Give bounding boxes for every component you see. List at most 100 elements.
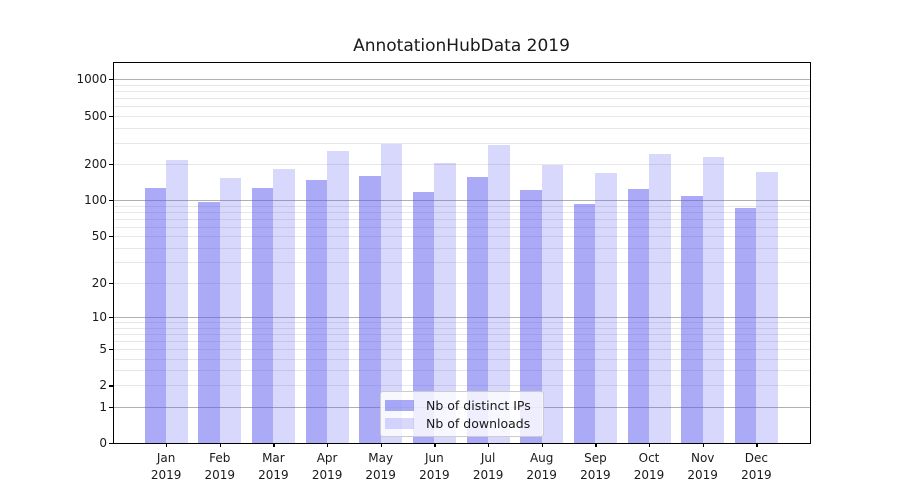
bar-distinct-ips	[466, 177, 489, 444]
minor-gridline	[113, 247, 810, 249]
bar-downloads	[166, 159, 188, 444]
minor-gridline	[113, 370, 810, 372]
y-tick-mark	[109, 163, 113, 166]
minor-gridline	[113, 348, 810, 350]
x-tick-mark	[702, 443, 704, 448]
x-tick-mark	[541, 443, 543, 448]
y-tick-label: 1000	[76, 72, 107, 87]
y-tick-mark	[109, 200, 113, 202]
minor-gridline	[113, 282, 810, 284]
x-tick-label: Feb 2019	[204, 451, 236, 482]
y-tick-mark	[109, 317, 113, 319]
y-tick-label: 0	[99, 436, 107, 451]
y-tick-label: 100	[84, 193, 107, 208]
minor-gridline	[113, 385, 810, 387]
minor-gridline	[113, 236, 810, 238]
x-tick-label: Jan 2019	[150, 451, 182, 482]
x-tick-mark	[434, 443, 436, 448]
bar-distinct-ips	[734, 208, 757, 444]
minor-gridline	[113, 226, 810, 228]
bar-distinct-ips	[251, 187, 274, 444]
chart-legend: Nb of distinct IPs Nb of downloads	[380, 391, 544, 437]
bar-downloads	[327, 151, 349, 444]
minor-gridline	[113, 340, 810, 342]
bar-distinct-ips	[412, 191, 435, 444]
y-tick-label: 20	[91, 275, 107, 290]
x-tick-mark	[380, 443, 382, 448]
x-tick-label: Oct 2019	[633, 451, 665, 482]
x-tick-label: Nov 2019	[687, 451, 718, 482]
minor-gridline	[113, 262, 810, 264]
x-tick-mark	[327, 443, 329, 448]
y-tick-label: 1	[99, 399, 107, 414]
legend-swatch-distinct-ips	[385, 400, 414, 411]
minor-gridline	[113, 98, 810, 100]
minor-gridline	[113, 142, 810, 144]
minor-gridline	[113, 205, 810, 207]
x-tick-mark	[595, 443, 597, 448]
x-tick-mark	[756, 443, 758, 448]
legend-item-downloads: Nb of downloads	[385, 415, 537, 432]
bar-distinct-ips	[681, 196, 703, 444]
minor-gridline	[113, 327, 810, 329]
major-gridline	[113, 79, 810, 81]
y-tick-mark	[109, 282, 113, 285]
y-tick-label: 2	[99, 378, 107, 393]
minor-gridline	[113, 358, 810, 360]
y-tick-mark	[109, 348, 113, 351]
y-tick-label: 10	[91, 310, 107, 324]
x-tick-mark	[273, 443, 275, 448]
x-tick-label: Aug 2019	[526, 451, 557, 482]
legend-label-downloads: Nb of downloads	[426, 416, 531, 431]
x-tick-mark	[488, 443, 490, 448]
x-tick-label: May 2019	[365, 451, 396, 482]
bar-downloads	[380, 143, 403, 444]
y-tick-mark	[109, 406, 113, 408]
major-gridline	[113, 200, 810, 202]
bar-distinct-ips	[144, 187, 167, 444]
y-tick-mark	[109, 79, 113, 81]
x-tick-label: Dec 2019	[741, 451, 772, 482]
x-tick-mark	[219, 443, 221, 448]
bar-downloads	[273, 168, 295, 444]
x-tick-mark	[649, 443, 651, 448]
bar-distinct-ips	[627, 189, 649, 444]
minor-gridline	[113, 163, 810, 165]
y-tick-label: 200	[84, 156, 107, 171]
chart-title: AnnotationHubData 2019	[353, 36, 570, 56]
bar-downloads	[488, 144, 510, 444]
minor-gridline	[113, 91, 810, 93]
bar-distinct-ips	[573, 204, 596, 444]
y-tick-label: 50	[91, 229, 107, 244]
y-tick-mark	[109, 236, 113, 238]
bar-downloads	[595, 172, 617, 444]
minor-gridline	[113, 333, 810, 335]
x-tick-mark	[166, 443, 168, 448]
y-tick-mark	[109, 443, 113, 445]
bar-downloads	[649, 153, 671, 444]
minor-gridline	[113, 106, 810, 108]
x-tick-label: Sep 2019	[580, 451, 611, 482]
bar-distinct-ips	[305, 179, 328, 444]
minor-gridline	[113, 84, 810, 86]
bar-distinct-ips	[198, 201, 220, 444]
x-tick-label: Jul 2019	[472, 451, 504, 482]
minor-gridline	[113, 322, 810, 323]
y-tick-label: 5	[99, 341, 107, 356]
x-tick-label: Apr 2019	[311, 451, 343, 482]
bar-downloads	[434, 163, 456, 444]
x-tick-label: Jun 2019	[419, 451, 450, 482]
y-tick-mark	[109, 115, 113, 117]
bar-downloads	[219, 177, 242, 444]
y-tick-mark	[109, 385, 113, 387]
bar-downloads	[541, 165, 564, 444]
bar-downloads	[756, 171, 778, 444]
bar-distinct-ips	[520, 189, 542, 444]
minor-gridline	[113, 211, 810, 213]
minor-gridline	[113, 115, 810, 117]
legend-swatch-downloads	[385, 418, 414, 429]
major-gridline	[113, 317, 810, 318]
minor-gridline	[113, 127, 810, 129]
bar-downloads	[702, 156, 725, 444]
